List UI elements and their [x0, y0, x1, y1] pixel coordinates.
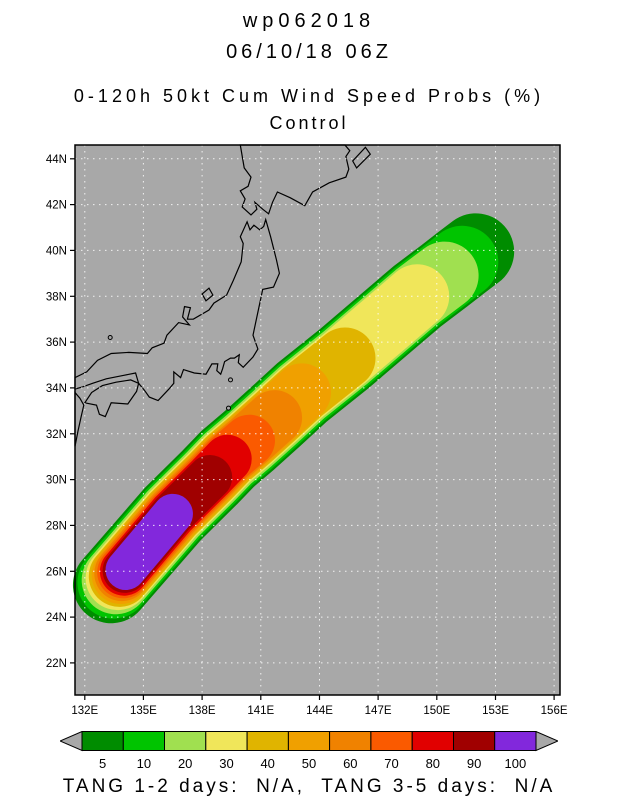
chart-subtitle: Control — [269, 113, 349, 133]
map-frame — [74, 144, 561, 696]
small-island — [226, 405, 231, 411]
coastline-sado — [201, 287, 214, 302]
datetime-label: 06/10/18 06Z — [226, 41, 392, 63]
y-tick-label: 26N — [46, 566, 67, 578]
colorbar: 5 10 20 30 40 50 60 70 80 90 100 — [60, 731, 558, 771]
colorbar-label: 10 — [137, 756, 151, 771]
colorbar-cell-60 — [329, 731, 372, 751]
colorbar-label: 40 — [260, 756, 274, 771]
colorbar-label: 50 — [302, 756, 316, 771]
colorbar-cell-10 — [122, 731, 166, 751]
colorbar-cell-80 — [411, 731, 455, 751]
colorbar-label: 100 — [505, 756, 527, 771]
x-tick-label: 138E — [189, 705, 216, 717]
colorbar-label: 5 — [99, 756, 106, 771]
y-tick-label: 38N — [46, 291, 67, 303]
x-tick-label: 144E — [306, 705, 333, 717]
y-tick-label: 24N — [46, 612, 67, 624]
colorbar-cell-90 — [453, 731, 496, 751]
colorbar-label: 80 — [426, 756, 440, 771]
x-tick-label: 132E — [71, 705, 98, 717]
chart-title: 0-120h 50kt Cum Wind Speed Probs (%) — [73, 86, 545, 106]
coastline-kunashiri — [351, 146, 372, 169]
x-tick-label: 153E — [482, 705, 509, 717]
y-tick-label: 30N — [46, 475, 67, 487]
colorbar-cell-50 — [287, 731, 331, 751]
colorbar-cell-30 — [205, 731, 248, 751]
coastline-hokkaido — [239, 144, 351, 216]
y-tick-label: 22N — [46, 658, 67, 670]
tang-status: TANG 1-2 days: N/A, TANG 3-5 days: N/A — [62, 776, 556, 797]
colorbar-cell-70 — [370, 731, 413, 751]
y-tick-label: 36N — [46, 337, 67, 349]
y-tick-label: 42N — [46, 200, 67, 212]
small-island — [228, 377, 233, 383]
x-tick-label: 150E — [423, 705, 450, 717]
colorbar-label: 20 — [178, 756, 192, 771]
colorbar-arrow-left — [60, 731, 83, 752]
y-tick-label: 34N — [46, 383, 67, 395]
x-tick-label: 147E — [365, 705, 392, 717]
colorbar-label: 60 — [343, 756, 357, 771]
y-tick-label: 28N — [46, 520, 67, 532]
colorbar-cell-20 — [164, 731, 207, 751]
colorbar-label: 70 — [384, 756, 398, 771]
colorbar-cell-100 — [494, 731, 537, 751]
x-tick-label: 135E — [130, 705, 157, 717]
prob-contour-100pct — [105, 493, 193, 591]
colorbar-cell-40 — [246, 731, 289, 751]
x-tick-label: 156E — [541, 705, 568, 717]
y-tick-label: 32N — [46, 429, 67, 441]
colorbar-label: 30 — [219, 756, 233, 771]
storm-id: wp062018 — [242, 10, 376, 32]
colorbar-cell-5 — [81, 731, 124, 751]
small-island — [107, 335, 113, 340]
coastline-honshu — [74, 217, 281, 402]
y-tick-label: 40N — [46, 245, 67, 257]
x-tick-label: 141E — [247, 705, 274, 717]
colorbar-label: 90 — [467, 756, 481, 771]
probability-map: 132E 135E 138E 141E 144E 147E 150E 153E 156E 44N 4… — [46, 144, 568, 717]
colorbar-arrow-right — [535, 731, 558, 752]
coastline-shikoku — [83, 379, 140, 418]
y-tick-label: 44N — [46, 154, 67, 166]
